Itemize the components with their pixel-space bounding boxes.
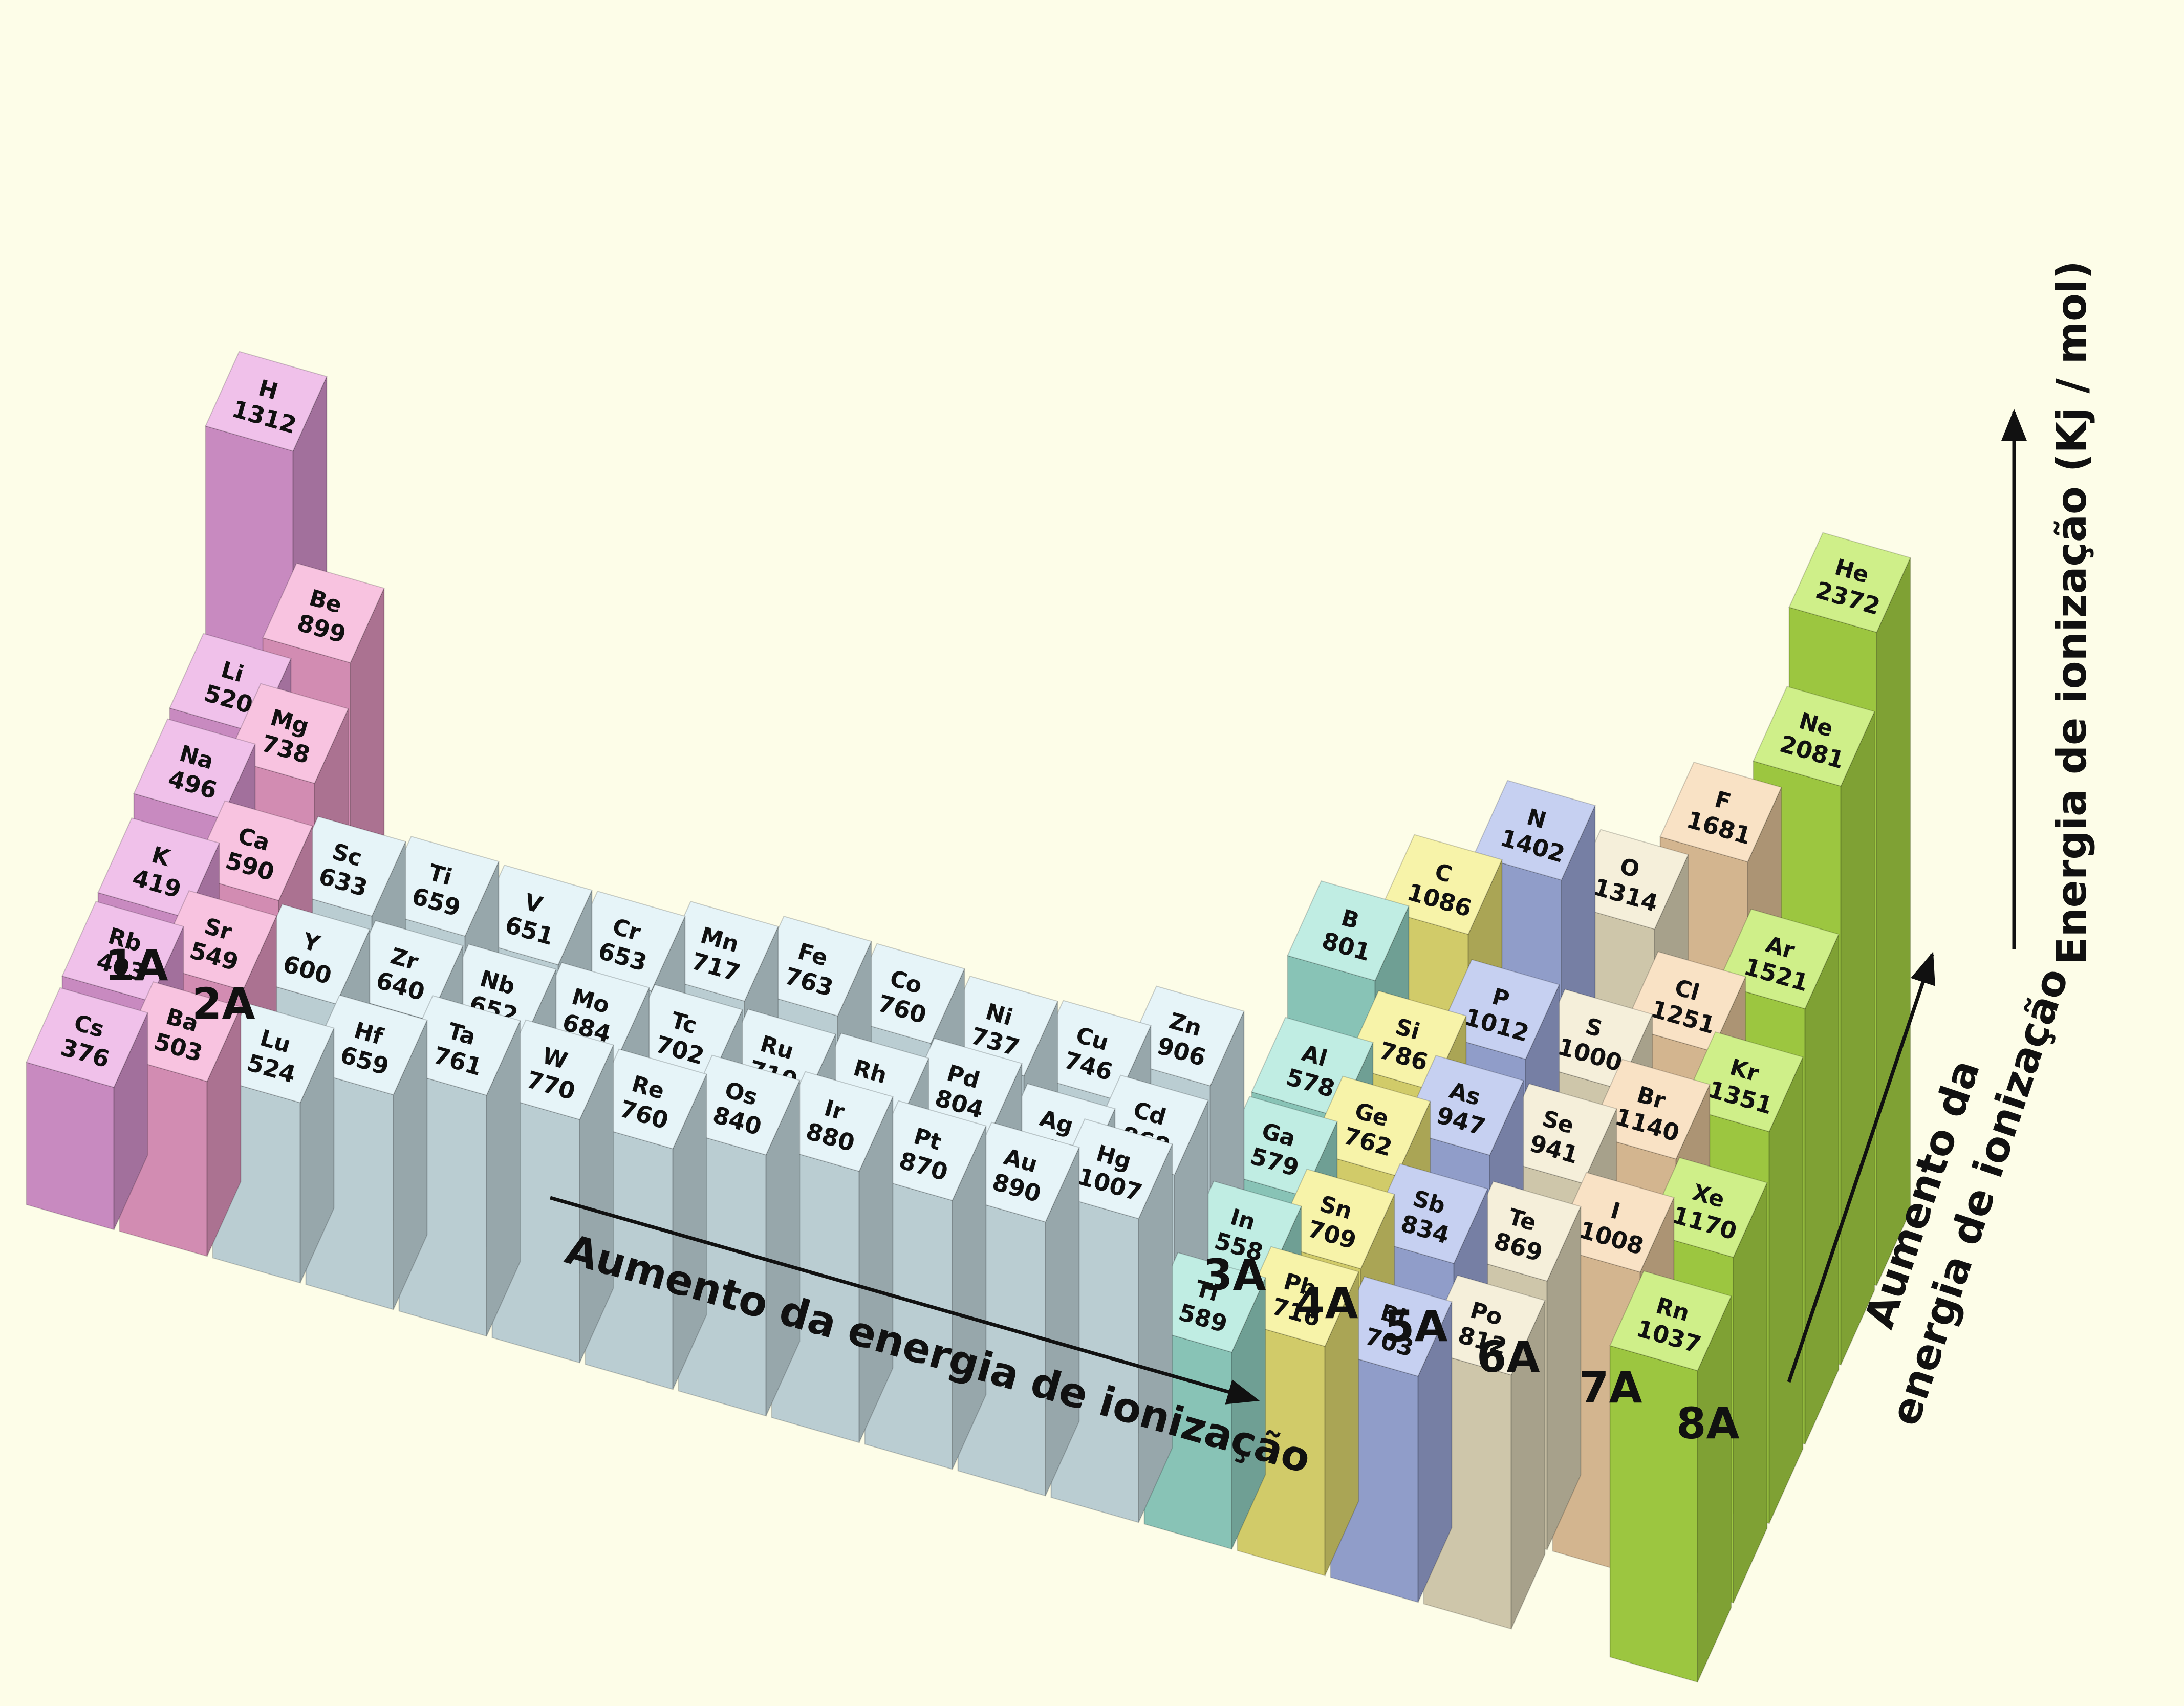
bar-top-face [226, 683, 349, 784]
group-label-4a: 4A [1295, 1278, 1358, 1328]
bar-top-face [1287, 880, 1410, 981]
bar-top-face [1717, 909, 1840, 1009]
group-label-3a: 3A [1203, 1250, 1266, 1300]
bar-top-face [1437, 959, 1560, 1060]
bar-top-face [262, 563, 385, 663]
bar-top-face [1659, 762, 1782, 862]
bar-side-face [1840, 711, 1875, 1365]
group-label-2a: 2A [192, 979, 255, 1029]
bar-top-face [1380, 834, 1503, 935]
bar-top-face [1753, 686, 1875, 787]
vertical-axis-label: Energia de ionização (Kj / mol) [2048, 261, 2095, 965]
group-label-6a: 6A [1477, 1332, 1540, 1382]
group-label-1a: 1A [105, 940, 168, 990]
bar-top-face [1473, 780, 1596, 881]
bar-side-face [579, 1045, 614, 1363]
bar-side-face [1804, 934, 1840, 1444]
bar-front-face [26, 1062, 115, 1230]
group-label-8a: 8A [1676, 1398, 1739, 1449]
element-bars: He2372H1312Ne2081F1681O1314N1402C1086B80… [26, 351, 1911, 1683]
diagonal-trend-arrow [1787, 952, 1935, 1383]
bar-top-face [1788, 532, 1911, 633]
group-label-5a: 5A [1385, 1301, 1447, 1351]
bar-top-face [1609, 1270, 1732, 1371]
group-label-7a: 7A [1579, 1363, 1642, 1413]
bar-side-face [1768, 1056, 1804, 1524]
bar-top-face [26, 987, 148, 1088]
bar-top-face [205, 351, 328, 452]
horizontal-trend-arrow [550, 1196, 1260, 1405]
bar-side-face [299, 1028, 335, 1283]
